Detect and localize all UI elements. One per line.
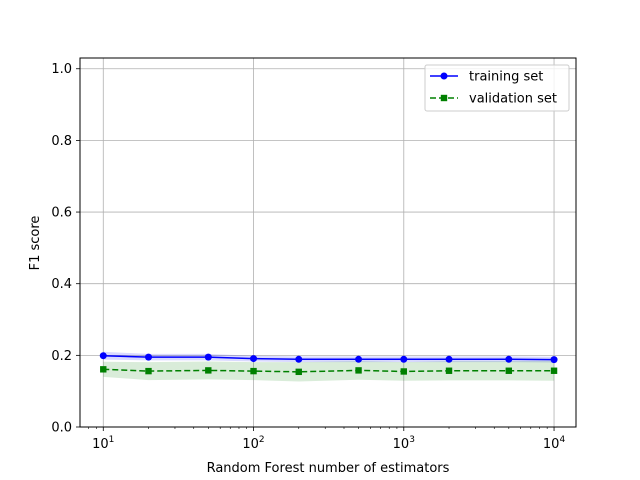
legend-label-0: training set bbox=[469, 70, 543, 85]
point-series-0 bbox=[145, 353, 153, 361]
point-series-1 bbox=[445, 367, 453, 374]
point-series-1 bbox=[100, 366, 107, 373]
y-axis-label: F1 score bbox=[28, 216, 43, 271]
point-series-0 bbox=[400, 355, 408, 363]
y-tick-label: 0.8 bbox=[51, 134, 72, 149]
line-series-1 bbox=[103, 368, 555, 373]
point-series-0 bbox=[250, 355, 258, 363]
point-series-1 bbox=[505, 367, 513, 374]
point-series-1 bbox=[250, 367, 257, 375]
x-tick-label: 101 bbox=[92, 435, 114, 452]
point-series-0 bbox=[445, 355, 453, 363]
x-axis-label: Random Forest number of estimators bbox=[207, 461, 450, 476]
point-series-1 bbox=[295, 368, 302, 376]
line-series-0 bbox=[103, 354, 555, 361]
point-series-0 bbox=[550, 356, 558, 364]
x-tick-label: 103 bbox=[393, 435, 415, 452]
y-tick-label: 1.0 bbox=[51, 62, 72, 77]
legend-label-1: validation set bbox=[469, 92, 557, 107]
x-tick-label: 102 bbox=[242, 435, 264, 452]
legend-marker-0 bbox=[440, 72, 448, 80]
point-series-1 bbox=[550, 367, 558, 374]
point-series-1 bbox=[145, 367, 152, 375]
point-series-1 bbox=[355, 367, 362, 374]
legend-box bbox=[424, 64, 570, 112]
y-tick-label: 0.2 bbox=[51, 349, 72, 364]
point-series-0 bbox=[295, 355, 303, 363]
legend: training set validation set bbox=[424, 64, 570, 112]
axis-ticks: 101 102 103 104 0.0 0.2 0.4 0.6 0.8 1.0 bbox=[51, 62, 565, 452]
point-series-0 bbox=[355, 355, 363, 363]
x-tick-label: 104 bbox=[543, 435, 566, 452]
plot-frame bbox=[79, 57, 577, 428]
point-series-0 bbox=[204, 353, 212, 361]
point-series-0 bbox=[99, 352, 107, 360]
y-tick-label: 0.0 bbox=[51, 421, 72, 436]
y-tick-label: 0.4 bbox=[51, 277, 72, 292]
series-lines bbox=[99, 352, 558, 376]
point-series-1 bbox=[205, 367, 212, 374]
point-series-1 bbox=[400, 368, 407, 375]
point-series-0 bbox=[505, 355, 513, 363]
legend-marker-1 bbox=[440, 94, 448, 102]
y-tick-label: 0.6 bbox=[51, 206, 72, 221]
